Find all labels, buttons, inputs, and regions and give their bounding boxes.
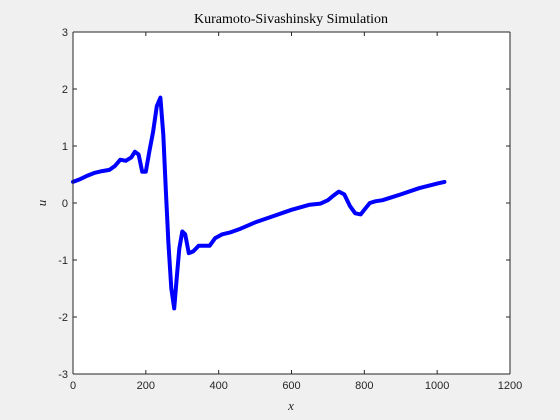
series-layer <box>71 95 447 311</box>
y-axis-label: u <box>34 199 49 206</box>
x-tick-label-6: 1200 <box>498 380 522 392</box>
y-tick-label-3: 0 <box>62 198 68 210</box>
chart-title: Kuramoto-Sivashinsky Simulation <box>194 12 388 27</box>
x-tick-label-0: 0 <box>70 380 76 392</box>
y-tick-label-4: 1 <box>62 141 68 153</box>
y-tick-label-5: 2 <box>62 84 68 96</box>
y-tick-label-6: 3 <box>62 27 68 39</box>
series-line-0 <box>71 95 447 311</box>
x-axis-label: x <box>287 398 294 413</box>
x-tick-label-4: 800 <box>355 380 373 392</box>
x-tick-label-3: 600 <box>282 380 300 392</box>
x-tick-label-2: 400 <box>209 380 227 392</box>
y-tick-label-1: -2 <box>58 312 68 324</box>
y-tick-label-0: -3 <box>58 369 68 381</box>
plot-area <box>73 32 510 374</box>
axes-layer: 0 200 400 600 800 1000 1200 -3 -2 -1 0 1 2 3 <box>58 27 522 392</box>
x-tick-label-5: 1000 <box>425 380 449 392</box>
x-tick-label-1: 200 <box>137 380 155 392</box>
y-tick-label-2: -1 <box>58 255 68 267</box>
